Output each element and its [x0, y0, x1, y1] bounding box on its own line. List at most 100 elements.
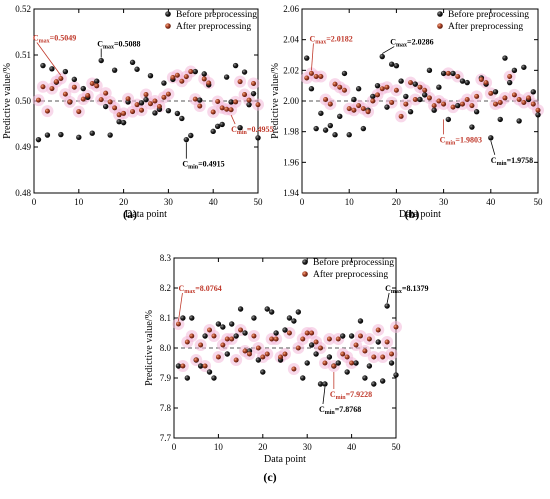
after-data-point	[353, 342, 359, 348]
before-data-point	[174, 110, 181, 117]
after-data-point	[246, 351, 252, 357]
annotation-black-max: Cmax=2.0286	[382, 38, 434, 54]
before-data-point	[488, 135, 494, 141]
after-data-point	[246, 97, 252, 103]
legend-before-label: Before preprocessing	[176, 9, 257, 20]
y-tick-label: 7.7	[160, 433, 172, 443]
after-data-point	[341, 87, 347, 93]
annotation-text: Cmax=2.0182	[309, 34, 352, 45]
after-data-point	[384, 339, 390, 345]
y-tick-label: 2.04	[283, 35, 299, 45]
y-tick-label: 8.2	[160, 283, 171, 293]
y-tick-label: 7.9	[160, 373, 172, 383]
after-data-point	[362, 348, 368, 354]
annotation-red-max: Cmax=2.0182	[309, 34, 353, 71]
after-data-point	[308, 70, 314, 76]
before-data-point	[120, 119, 127, 126]
before-data-point	[384, 104, 390, 110]
legend-before-label: Before preprocessing	[313, 257, 394, 268]
legend-after-marker	[302, 271, 308, 277]
after-data-point	[318, 73, 324, 79]
after-data-point	[89, 81, 95, 87]
after-data-point	[35, 97, 41, 103]
x-tick-label: 20	[119, 197, 129, 207]
after-data-point	[112, 105, 118, 111]
after-data-point	[207, 327, 213, 333]
x-axis-title: Data point	[264, 454, 306, 465]
after-data-point	[170, 75, 176, 81]
before-data-point	[143, 96, 149, 103]
before-data-point	[183, 136, 190, 143]
before-data-point	[147, 73, 154, 79]
after-data-point	[441, 101, 447, 107]
legend-after-marker	[437, 23, 443, 29]
before-data-point	[255, 135, 261, 141]
annotation-black-min: Cmin=0.4915	[182, 142, 225, 171]
before-data-point	[76, 134, 82, 141]
after-data-point	[478, 77, 484, 83]
before-data-point	[327, 122, 334, 129]
after-data-point	[183, 74, 189, 80]
before-data-point	[422, 92, 428, 98]
annotation-red-min: Cmin=7.9228	[330, 372, 372, 401]
before-data-point	[304, 55, 310, 61]
annotation-text: Cmin=0.4915	[182, 160, 224, 171]
before-data-point	[102, 103, 109, 110]
before-data-point	[282, 327, 288, 333]
after-data-point	[384, 84, 390, 90]
before-data-point	[313, 351, 319, 357]
after-data-point	[80, 96, 86, 102]
x-tick-label: 30	[439, 197, 449, 207]
after-data-point	[497, 100, 503, 106]
after-data-point	[375, 327, 381, 333]
annotation-leader	[382, 46, 395, 54]
before-data-point	[264, 306, 270, 312]
after-data-point	[450, 104, 456, 110]
after-data-point	[331, 363, 337, 369]
before-data-point	[251, 315, 257, 321]
x-tick-label: 50	[254, 197, 264, 207]
after-data-point	[264, 351, 270, 357]
before-data-point	[89, 130, 95, 136]
after-data-point	[304, 75, 310, 81]
annotation-text: Cmin=1.9803	[440, 135, 482, 146]
annotation-text: Cmax=8.0764	[178, 284, 221, 295]
after-data-point	[322, 360, 328, 366]
before-data-point	[94, 78, 100, 84]
after-data-point	[180, 363, 186, 369]
before-data-point	[237, 306, 244, 312]
before-data-point	[521, 64, 527, 70]
after-data-point	[332, 81, 338, 87]
after-data-point	[474, 93, 480, 99]
before-data-point	[179, 115, 185, 122]
before-data-point	[357, 318, 364, 324]
before-data-point	[403, 93, 409, 100]
after-data-point	[211, 333, 217, 339]
before-data-point	[362, 375, 368, 381]
before-data-point	[184, 375, 191, 381]
before-data-point	[241, 69, 248, 75]
x-tick-label: 10	[214, 442, 224, 452]
before-data-point	[224, 351, 230, 357]
after-data-point	[103, 90, 109, 96]
before-data-point	[214, 123, 221, 129]
y-axis-title: Predictive value/%	[144, 310, 155, 386]
before-data-point	[322, 381, 328, 387]
after-data-point	[255, 102, 261, 108]
after-data-point	[483, 80, 489, 86]
after-data-point	[62, 91, 68, 97]
after-data-point	[188, 69, 194, 75]
after-data-point	[121, 110, 127, 116]
before-data-point	[360, 125, 367, 132]
before-data-point	[440, 70, 447, 77]
after-data-point	[366, 336, 372, 342]
before-data-point	[268, 309, 275, 315]
before-data-point	[197, 97, 203, 103]
after-data-point	[379, 86, 385, 92]
legend-before-marker	[165, 11, 171, 17]
x-tick-label: 40	[347, 442, 357, 452]
after-data-point	[228, 107, 234, 113]
after-data-point	[156, 104, 162, 110]
after-data-point	[436, 98, 442, 104]
after-data-point	[286, 330, 292, 336]
